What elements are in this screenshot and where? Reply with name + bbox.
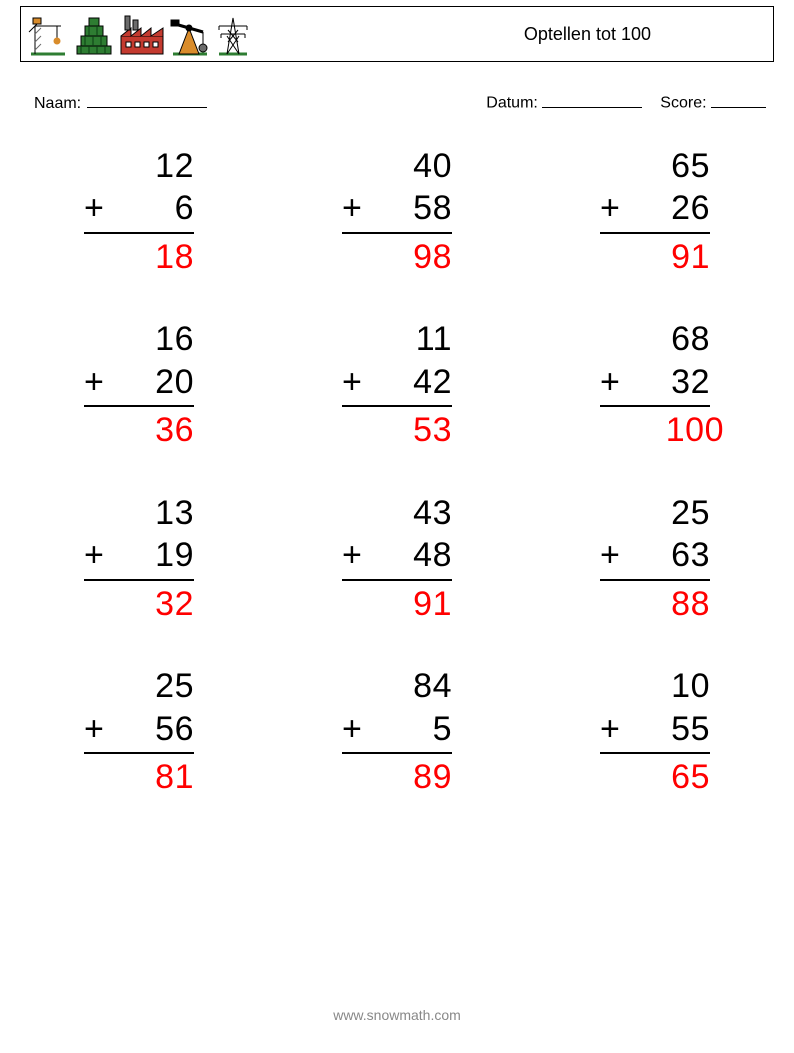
operator: +: [84, 708, 104, 751]
score-field: Score:: [660, 90, 766, 113]
score-blank[interactable]: [711, 90, 766, 108]
answer: 98: [342, 234, 452, 279]
pumpjack-icon: [169, 12, 211, 56]
operand-b-row: +58: [342, 187, 452, 234]
operand-b-row: +63: [600, 534, 710, 581]
containers-icon: [73, 12, 115, 56]
operand-b-row: +42: [342, 361, 452, 408]
header-icon-row: [27, 12, 251, 56]
operand-b-row: +48: [342, 534, 452, 581]
answer: 88: [600, 581, 710, 626]
operand-a: 43: [342, 492, 452, 535]
answer: 18: [84, 234, 194, 279]
operand-b: 6: [165, 189, 194, 227]
score-label: Score:: [660, 95, 706, 112]
answer: 36: [84, 407, 194, 452]
answer: 65: [600, 754, 710, 799]
crane-icon: [27, 12, 69, 56]
addition-problem: 40+5898: [342, 145, 452, 279]
operator: +: [600, 534, 620, 577]
operand-b-row: +55: [600, 708, 710, 755]
header-banner: Optellen tot 100: [20, 6, 774, 62]
operand-a: 16: [84, 318, 194, 361]
operator: +: [600, 708, 620, 751]
operator: +: [342, 187, 362, 230]
addition-problem: 43+4891: [342, 492, 452, 626]
answer: 81: [84, 754, 194, 799]
tower-icon: [215, 12, 251, 56]
answer: 53: [342, 407, 452, 452]
info-row: Naam: Datum: Score:: [34, 90, 766, 113]
answer: 89: [342, 754, 452, 799]
operand-b: 5: [423, 710, 452, 748]
problems-grid: 12+ 61840+589865+269116+203611+425368+32…: [70, 145, 724, 799]
answer: 32: [84, 581, 194, 626]
addition-problem: 25+5681: [84, 665, 194, 799]
operand-b-row: +20: [84, 361, 194, 408]
operand-b: 58: [413, 189, 452, 227]
addition-problem: 12+ 618: [84, 145, 194, 279]
operand-b: 32: [671, 363, 710, 401]
answer: 91: [342, 581, 452, 626]
operand-a: 10: [600, 665, 710, 708]
operand-b-row: +56: [84, 708, 194, 755]
addition-problem: 11+4253: [342, 318, 452, 452]
operator: +: [84, 361, 104, 404]
operand-a: 68: [600, 318, 710, 361]
answer: 91: [600, 234, 710, 279]
operator: +: [600, 187, 620, 230]
operand-b-row: +19: [84, 534, 194, 581]
operator: +: [342, 361, 362, 404]
footer-url: www.snowmath.com: [0, 1007, 794, 1023]
worksheet-page: Optellen tot 100 Naam: Datum: Score: 12+…: [0, 0, 794, 1053]
operand-a: 25: [84, 665, 194, 708]
operand-b: 42: [413, 363, 452, 401]
answer: 100: [614, 407, 724, 452]
worksheet-title: Optellen tot 100: [524, 24, 761, 45]
operand-b-row: +26: [600, 187, 710, 234]
operand-b: 48: [413, 536, 452, 574]
operand-b: 55: [671, 710, 710, 748]
addition-problem: 25+6388: [600, 492, 710, 626]
name-label: Naam:: [34, 95, 81, 113]
addition-problem: 84+ 589: [342, 665, 452, 799]
operator: +: [342, 708, 362, 751]
operand-b: 19: [155, 536, 194, 574]
name-field: Naam:: [34, 90, 207, 113]
date-label: Datum:: [486, 95, 538, 112]
addition-problem: 10+5565: [600, 665, 710, 799]
name-blank[interactable]: [87, 90, 207, 108]
addition-problem: 65+2691: [600, 145, 710, 279]
operand-b: 20: [155, 363, 194, 401]
operand-b-row: + 6: [84, 187, 194, 234]
operand-b: 26: [671, 189, 710, 227]
operator: +: [84, 534, 104, 577]
operand-a: 11: [342, 318, 452, 361]
operand-a: 12: [84, 145, 194, 188]
addition-problem: 13+1932: [84, 492, 194, 626]
operand-a: 84: [342, 665, 452, 708]
operand-b-row: +32: [600, 361, 710, 408]
operand-a: 40: [342, 145, 452, 188]
factory-icon: [119, 12, 165, 56]
date-field: Datum:: [486, 90, 642, 113]
operand-a: 25: [600, 492, 710, 535]
operator: +: [342, 534, 362, 577]
operand-a: 13: [84, 492, 194, 535]
date-blank[interactable]: [542, 90, 642, 108]
operand-b: 56: [155, 710, 194, 748]
addition-problem: 16+2036: [84, 318, 194, 452]
operator: +: [600, 361, 620, 404]
operand-a: 65: [600, 145, 710, 188]
operand-b: 63: [671, 536, 710, 574]
operator: +: [84, 187, 104, 230]
addition-problem: 68+32100: [600, 318, 710, 452]
operand-b-row: + 5: [342, 708, 452, 755]
